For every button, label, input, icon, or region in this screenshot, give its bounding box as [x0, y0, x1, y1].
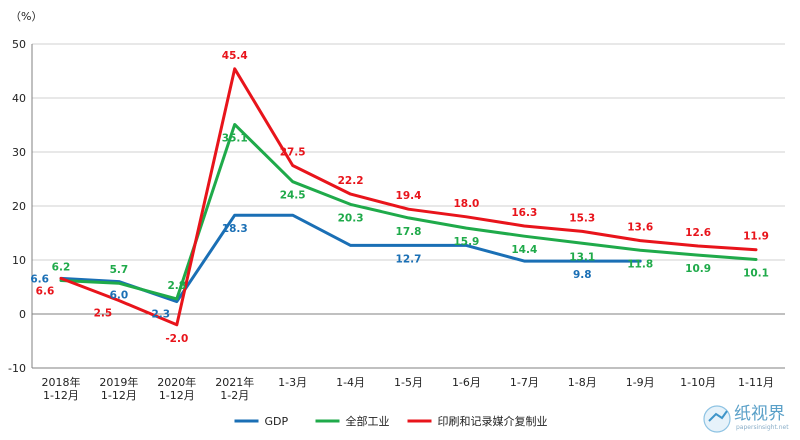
data-label: 19.4 [396, 190, 422, 202]
data-label: 13.1 [569, 251, 595, 263]
x-tick-label: 1-3月 [278, 376, 307, 389]
watermark: 纸视界 papersinsight.net [703, 404, 789, 433]
y-tick-label: 50 [12, 38, 26, 51]
y-tick-label: 40 [12, 92, 26, 105]
data-label: 10.9 [685, 263, 711, 275]
x-tick-label-line: 1-8月 [568, 376, 597, 389]
data-label: 13.6 [627, 222, 653, 234]
gridlines [32, 43, 785, 369]
series-line-2 [59, 67, 758, 327]
x-tick-label: 2019年 1-12月 [99, 375, 138, 402]
watermark-logo-icon [703, 405, 731, 433]
x-tick-label: 2020年 1-12月 [157, 375, 196, 402]
legend-label: GDP [265, 415, 289, 428]
data-label: 17.8 [396, 226, 422, 238]
data-label: 22.2 [338, 175, 364, 187]
y-tick-label: -10 [8, 362, 26, 375]
x-tick-label-line: 1-12月 [43, 389, 79, 402]
legend-label: 印刷和记录媒介复制业 [438, 414, 548, 428]
x-tick-label-line: 1-7月 [510, 376, 539, 389]
data-label: 35.1 [222, 132, 248, 144]
y-tick-label: 0 [19, 308, 26, 321]
x-tick-label-line: 1-9月 [626, 376, 655, 389]
x-tick-label: 1-8月 [568, 376, 597, 389]
x-tick-label-line: 1-11月 [738, 376, 774, 389]
data-label: 14.4 [511, 244, 537, 256]
x-tick-label: 1-7月 [510, 376, 539, 389]
x-tick-label: 1-4月 [336, 376, 365, 389]
data-label: 15.9 [453, 236, 479, 248]
series-line-1 [59, 123, 758, 301]
data-label: 2.8 [168, 280, 187, 292]
x-tick-label-line: 1-10月 [680, 376, 716, 389]
data-label: -2.0 [165, 333, 188, 345]
x-tick-label: 1-10月 [680, 376, 716, 389]
x-tick-label-line: 2018年 [41, 375, 80, 389]
y-tick-label: 10 [12, 254, 26, 267]
x-tick-label-line: 1-4月 [336, 376, 365, 389]
data-label: 10.1 [743, 267, 769, 279]
x-tick-label-line: 2019年 [99, 375, 138, 389]
x-tick-label-line: 1-12月 [159, 389, 195, 402]
x-tick-label-line: 1-5月 [394, 376, 423, 389]
legend: GDP 全部工业 印刷和记录媒介复制业 [234, 414, 548, 428]
x-tick-label-line: 2020年 [157, 375, 196, 389]
legend-label: 全部工业 [346, 414, 390, 428]
watermark-text: 纸视界 [734, 404, 785, 424]
data-label: 2.5 [94, 308, 113, 320]
data-label: 20.3 [338, 212, 364, 224]
x-tick-label: 1-11月 [738, 376, 774, 389]
data-labels: 6.6 6.0 2.3 18.3 12.7 9.8 6.2 5.7 2.8 35.1 24.5 20.… [30, 50, 769, 345]
series-lines [59, 67, 758, 327]
data-label: 6.6 [36, 285, 55, 297]
x-tick-label-line: 1-12月 [101, 389, 137, 402]
x-tick-label: 2018年 1-12月 [41, 375, 80, 402]
x-tick-label: 2021年 1-2月 [215, 375, 254, 402]
data-label: 45.4 [222, 50, 248, 62]
data-label: 6.0 [110, 290, 129, 302]
data-label: 18.3 [222, 223, 248, 235]
data-label: 12.6 [685, 227, 711, 239]
watermark-url: papersinsight.net [736, 424, 789, 431]
data-label: 9.8 [573, 269, 592, 281]
y-tick-label: 20 [12, 200, 26, 213]
y-tick-label: 30 [12, 146, 26, 159]
data-label: 15.3 [569, 212, 595, 224]
data-label: 27.5 [280, 147, 306, 159]
data-label: 6.6 [30, 273, 49, 285]
x-tick-label-line: 1-6月 [452, 376, 481, 389]
data-label: 11.8 [627, 258, 653, 270]
data-label: 6.2 [52, 262, 71, 274]
x-tick-label-line: 2021年 [215, 375, 254, 389]
data-label: 16.3 [511, 207, 537, 219]
y-tick-labels: -10 0 10 20 30 40 50 [8, 38, 26, 375]
x-tick-label: 1-9月 [626, 376, 655, 389]
x-tick-label: 1-6月 [452, 376, 481, 389]
data-label: 11.9 [743, 231, 769, 243]
x-tick-label-line: 1-2月 [220, 389, 249, 402]
data-label: 18.0 [453, 198, 479, 210]
x-tick-label-line: 1-3月 [278, 376, 307, 389]
data-label: 24.5 [280, 190, 306, 202]
data-label: 12.7 [396, 253, 422, 265]
y-unit-label: （%） [10, 10, 42, 23]
data-label: 2.3 [152, 309, 171, 321]
x-tick-label: 1-5月 [394, 376, 423, 389]
data-label: 5.7 [110, 264, 129, 276]
axes [31, 44, 785, 369]
